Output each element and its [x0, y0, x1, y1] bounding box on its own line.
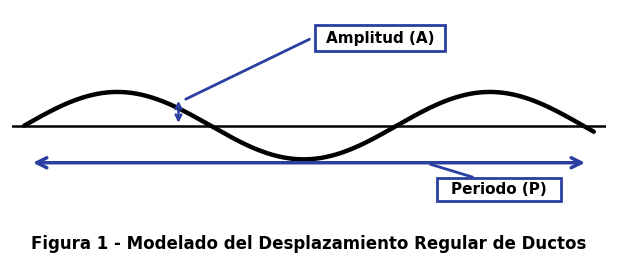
Text: Periodo (P): Periodo (P) — [451, 182, 547, 197]
FancyBboxPatch shape — [436, 178, 561, 201]
FancyBboxPatch shape — [315, 25, 446, 51]
Text: Figura 1 - Modelado del Desplazamiento Regular de Ductos: Figura 1 - Modelado del Desplazamiento R… — [32, 236, 586, 253]
Text: Amplitud (A): Amplitud (A) — [326, 30, 434, 46]
